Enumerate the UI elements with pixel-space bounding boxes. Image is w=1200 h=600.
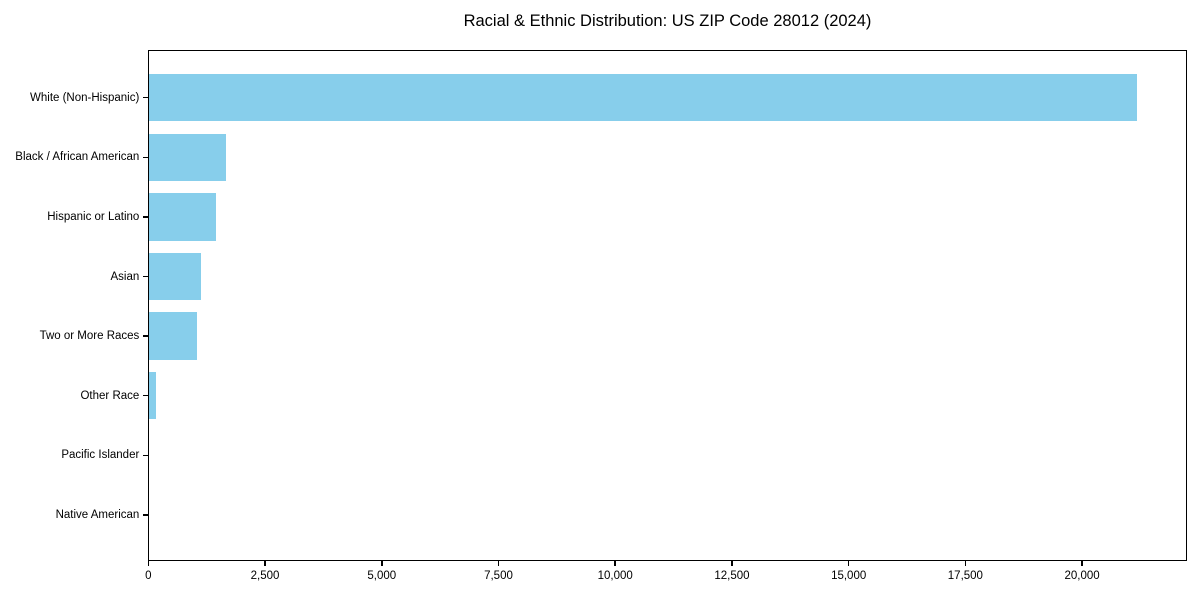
y-tick-mark [143,454,149,457]
y-tick-label-asian: Asian [110,270,140,283]
x-tick-mark [731,561,733,566]
bar-black-african-american [148,133,227,182]
y-tick-mark [143,156,149,159]
x-tick-mark [381,561,383,566]
y-tick-mark [143,96,149,99]
y-tick-label-hispanic-or-latino: Hispanic or Latino [47,210,140,223]
x-tick-mark [847,561,850,566]
bar-white-non-hispanic [148,73,1138,122]
x-tick-mark [264,561,266,566]
x-tick-label-10-000: 10,000 [597,570,633,582]
y-tick-label-white-non-hispanic: White (Non-Hispanic) [30,91,140,104]
x-tick-mark [964,561,967,566]
y-tick-label-native-american: Native American [55,508,140,521]
x-tick-mark [147,561,150,566]
x-tick-mark [1081,561,1083,566]
x-tick-label-7-500: 7,500 [484,570,513,582]
x-tick-label-5-000: 5,000 [367,570,397,582]
bar-two-or-more-races [148,312,198,360]
y-tick-mark [143,275,149,278]
y-tick-label-other-race: Other Race [80,389,140,402]
chart-title: Racial & Ethnic Distribution: US ZIP Cod… [463,12,872,30]
y-tick-mark [143,514,149,516]
x-tick-label-2-500: 2,500 [250,570,280,582]
bar-other-race [148,371,156,420]
x-tick-label-17-500: 17,500 [947,570,983,582]
x-tick-label-15-000: 15,000 [831,570,867,582]
plot-area-border [148,49,1187,561]
y-tick-mark [143,394,149,397]
y-tick-mark [143,335,149,337]
y-tick-label-black-african-american: Black / African American [15,151,140,164]
y-tick-label-two-or-more-races: Two or More Races [39,330,140,343]
x-tick-mark [614,561,616,566]
y-tick-label-pacific-islander: Pacific Islander [61,449,140,462]
bar-asian [148,252,202,301]
bar-hispanic-or-latino [148,193,216,241]
x-tick-mark [497,561,500,566]
x-tick-label-0: 0 [145,570,152,582]
x-tick-label-20-000: 20,000 [1064,570,1100,582]
y-tick-mark [143,216,149,218]
x-tick-label-12-500: 12,500 [714,570,750,582]
